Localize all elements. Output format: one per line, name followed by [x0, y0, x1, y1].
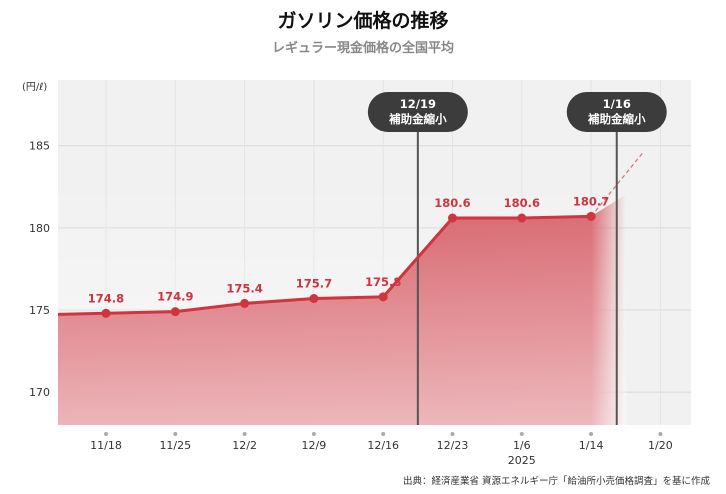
- chart-title: ガソリン価格の推移: [277, 10, 449, 32]
- data-label: 180.6: [504, 196, 540, 210]
- y-tick-label: 175: [29, 304, 50, 317]
- x-tick-dot: [173, 432, 178, 436]
- y-axis-unit: (円/ℓ): [22, 82, 47, 93]
- x-tick-label: 12/2: [232, 439, 257, 452]
- source-note: 出典：経済産業省 資源エネルギー庁「給油所小売価格調査」を基に作成: [402, 476, 710, 487]
- data-point: [309, 294, 319, 303]
- y-tick-label: 180: [29, 222, 50, 235]
- data-point: [170, 307, 180, 317]
- data-label: 180.6: [434, 196, 470, 210]
- year-label: 2025: [508, 454, 536, 467]
- data-point: [517, 213, 527, 223]
- data-label: 174.8: [88, 291, 124, 305]
- x-tick-label: 12/16: [367, 439, 399, 452]
- x-tick-dot: [311, 432, 316, 436]
- callout-date: 12/19: [400, 97, 436, 111]
- data-label: 175.7: [296, 277, 332, 291]
- data-point: [378, 292, 388, 302]
- area-fill-highlight: [58, 180, 627, 425]
- data-point: [240, 298, 250, 308]
- data-point: [101, 308, 111, 318]
- data-point: [448, 213, 457, 223]
- x-tick-label: 1/6: [513, 439, 531, 452]
- x-tick-label: 1/20: [648, 439, 673, 452]
- data-label: 174.9: [157, 290, 193, 304]
- x-tick-dot: [450, 432, 455, 436]
- callout-text: 補助金縮小: [587, 112, 646, 126]
- event-lines: [416, 118, 618, 425]
- data-labels: 174.8 174.9 175.4 175.7 175.8 180.6 180.6 180.7: [88, 194, 609, 305]
- area-fill: [58, 180, 627, 425]
- y-tick-label: 185: [29, 140, 50, 153]
- x-tick-dot: [658, 432, 663, 436]
- x-tick-label: 12/9: [302, 439, 327, 452]
- callout-date: 1/16: [603, 97, 631, 111]
- data-points: [101, 211, 596, 318]
- x-tick-label: 11/18: [90, 439, 122, 452]
- chart-subtitle: レギュラー現金価格の全国平均: [271, 41, 454, 56]
- x-tick-dot: [589, 432, 594, 436]
- x-tick-dot: [242, 432, 247, 436]
- x-tick-label: 1/14: [579, 439, 604, 452]
- data-label: 180.7: [573, 194, 609, 208]
- callout-bubble: [367, 92, 468, 132]
- x-tick-dot: [519, 432, 524, 436]
- x-tick-dot: [381, 432, 386, 436]
- x-tick-label: 12/23: [437, 439, 469, 452]
- callout-bubble: [566, 92, 667, 132]
- callout-text: 補助金縮小: [388, 112, 447, 126]
- x-tick-label: 11/25: [159, 439, 191, 452]
- axes: 170 175 180 185 (円/ℓ) 11/18 11/25 12/2 12/9 12/16…: [22, 82, 673, 467]
- data-label: 175.4: [226, 281, 262, 295]
- x-tick-dot: [104, 432, 108, 436]
- data-label: 175.8: [365, 275, 401, 289]
- data-point: [586, 211, 596, 221]
- y-tick-label: 170: [29, 386, 50, 399]
